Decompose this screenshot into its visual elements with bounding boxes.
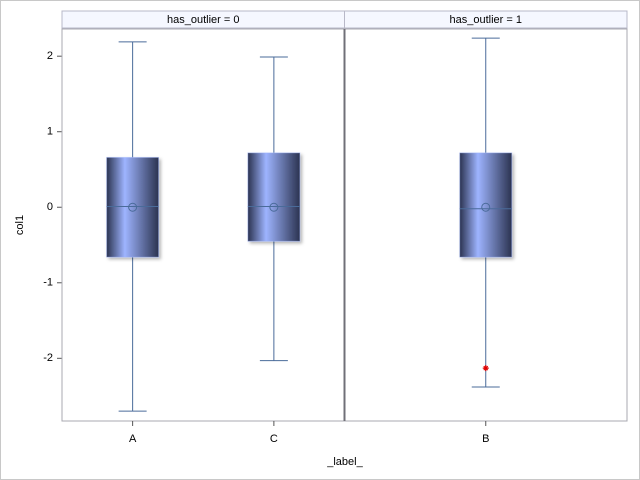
- y-tick-label: 1: [47, 126, 53, 138]
- mean: [481, 202, 491, 212]
- x-axis-label: _label_: [326, 456, 363, 468]
- box: [459, 152, 513, 258]
- panel-header: [344, 10, 628, 29]
- panel-header-label: has_outlier = 0: [167, 14, 239, 26]
- y-tick-label: -2: [43, 352, 53, 364]
- panel-header-label: has_outlier = 1: [450, 14, 522, 26]
- mean: [128, 202, 138, 212]
- x-tick-label: A: [129, 433, 137, 445]
- y-tick-label: 2: [47, 50, 53, 62]
- mean: [269, 202, 279, 212]
- outlier: [482, 365, 489, 372]
- y-tick-label: -1: [43, 277, 53, 289]
- x-tick-label: C: [270, 433, 278, 445]
- y-axis-label: col1: [14, 215, 26, 235]
- x-tick-label: B: [482, 433, 489, 445]
- y-tick-label: 0: [47, 201, 53, 213]
- box: [106, 156, 160, 258]
- box: [247, 152, 301, 242]
